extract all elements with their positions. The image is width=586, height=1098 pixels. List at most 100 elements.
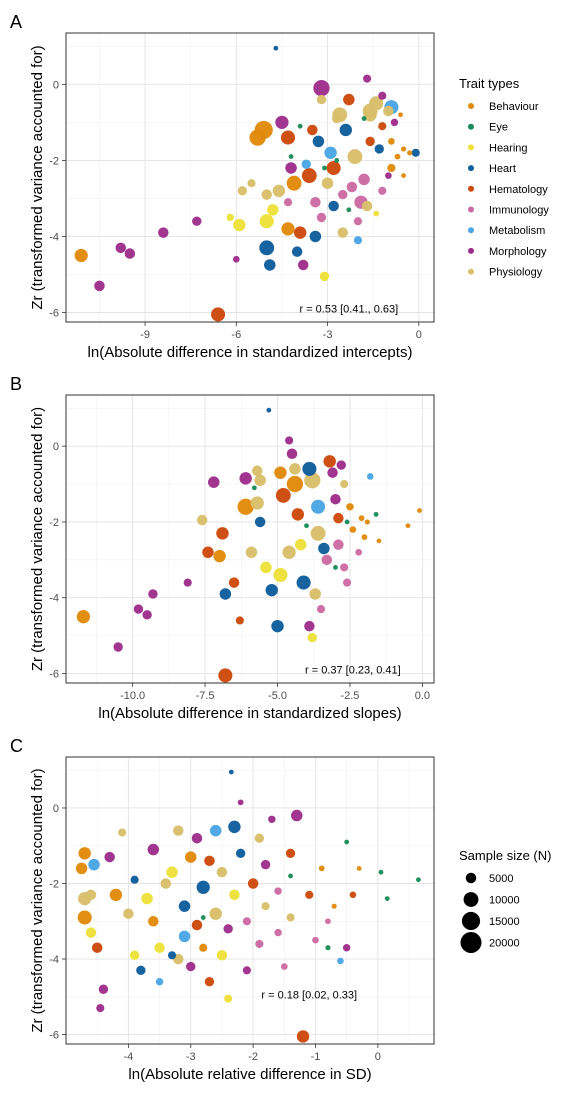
x-tick-label: -4 xyxy=(123,1051,133,1063)
data-point xyxy=(383,105,394,117)
y-tick-label: -2 xyxy=(49,879,59,891)
data-point xyxy=(216,950,228,961)
data-point xyxy=(363,74,372,83)
legend-label-immunology: Immunology xyxy=(489,205,549,217)
data-point xyxy=(158,227,169,238)
data-point xyxy=(346,503,354,511)
data-point xyxy=(251,465,263,477)
data-point xyxy=(378,122,387,131)
data-point xyxy=(286,913,295,922)
data-point xyxy=(209,907,222,920)
data-point xyxy=(216,527,229,540)
data-point xyxy=(237,498,254,515)
data-point xyxy=(333,512,344,524)
data-point xyxy=(235,616,244,625)
correlation-annotation: r = 0.53 [0.41., 0.63] xyxy=(299,303,398,315)
data-point xyxy=(293,226,307,239)
legend-label-hematology: Hematology xyxy=(489,184,548,196)
data-point xyxy=(286,475,304,493)
data-point xyxy=(337,957,344,965)
data-point xyxy=(307,124,318,136)
legend-key-metabolism xyxy=(468,227,474,234)
data-point xyxy=(325,918,331,925)
data-point xyxy=(224,994,233,1003)
x-tick-label: -2 xyxy=(248,1051,258,1063)
size-label: 15000 xyxy=(489,916,520,928)
data-point xyxy=(280,130,296,145)
data-point xyxy=(385,172,392,179)
size-key xyxy=(461,911,481,931)
plot-border xyxy=(65,394,435,684)
legend-key-behaviour xyxy=(468,103,474,109)
data-point xyxy=(307,632,317,643)
data-point xyxy=(232,255,240,263)
data-point xyxy=(285,848,296,858)
data-point xyxy=(233,218,246,232)
data-point xyxy=(275,115,289,130)
x-tick-label: 0 xyxy=(416,329,422,341)
correlation-annotation: r = 0.18 [0.02, 0.33] xyxy=(261,990,357,1002)
data-point xyxy=(330,493,341,505)
legend-label-eye: Eye xyxy=(489,122,508,134)
data-point xyxy=(364,519,370,525)
panel-letter-c: C xyxy=(10,736,23,756)
data-point xyxy=(291,508,305,521)
y-tick-label: 0 xyxy=(53,441,59,453)
size-label: 5000 xyxy=(489,873,513,885)
y-tick-label: -6 xyxy=(49,307,59,319)
data-point xyxy=(346,181,358,193)
data-point xyxy=(237,799,244,806)
data-point xyxy=(356,866,362,871)
data-point xyxy=(344,839,350,845)
data-point xyxy=(282,545,296,559)
x-axis-title: ln(Absolute relative difference in SD) xyxy=(128,1066,371,1083)
data-point xyxy=(264,259,276,271)
data-point xyxy=(344,519,350,525)
data-point xyxy=(113,642,123,652)
data-point xyxy=(129,950,140,960)
data-point xyxy=(96,1004,105,1013)
data-point xyxy=(160,878,172,889)
data-point xyxy=(265,583,278,597)
data-point xyxy=(274,466,287,479)
data-point xyxy=(259,240,275,256)
data-point xyxy=(133,604,144,614)
data-point xyxy=(296,575,311,590)
data-point xyxy=(353,236,363,245)
data-point xyxy=(260,859,271,870)
data-point xyxy=(271,619,284,633)
data-point xyxy=(223,924,233,934)
data-point xyxy=(288,154,294,159)
data-point xyxy=(323,455,336,468)
data-point xyxy=(91,942,103,953)
data-point xyxy=(228,820,241,834)
data-point xyxy=(184,851,197,863)
data-point xyxy=(281,222,295,236)
data-point xyxy=(76,610,91,624)
y-tick-label: 0 xyxy=(53,803,59,815)
data-point xyxy=(237,186,248,196)
data-point xyxy=(312,135,325,148)
data-point xyxy=(173,825,184,836)
panel-letter-b: B xyxy=(10,374,22,394)
data-point xyxy=(358,173,370,186)
data-point xyxy=(313,80,330,97)
data-point xyxy=(272,184,286,198)
data-point xyxy=(275,487,291,503)
y-tick-label: -2 xyxy=(49,517,59,529)
data-point xyxy=(242,966,251,975)
data-point xyxy=(305,890,314,899)
data-point xyxy=(226,213,234,222)
size-legend: Sample size (N) 5000 10000 15000 20000 xyxy=(459,848,551,953)
data-point xyxy=(416,877,421,883)
panel-c: C -4 -3 -2 -1 0 0 -2 -4 -6 r = 0.18 [0.02, 0.33] l… xyxy=(10,736,435,1083)
data-point xyxy=(361,200,373,212)
legend-label-physiology: Physiology xyxy=(489,267,543,279)
x-tick-label: -7.5 xyxy=(196,690,215,702)
data-point xyxy=(398,112,403,118)
data-point xyxy=(349,891,357,899)
data-point xyxy=(333,539,344,550)
data-point xyxy=(337,227,349,238)
data-point xyxy=(373,210,380,217)
data-point xyxy=(186,961,196,972)
